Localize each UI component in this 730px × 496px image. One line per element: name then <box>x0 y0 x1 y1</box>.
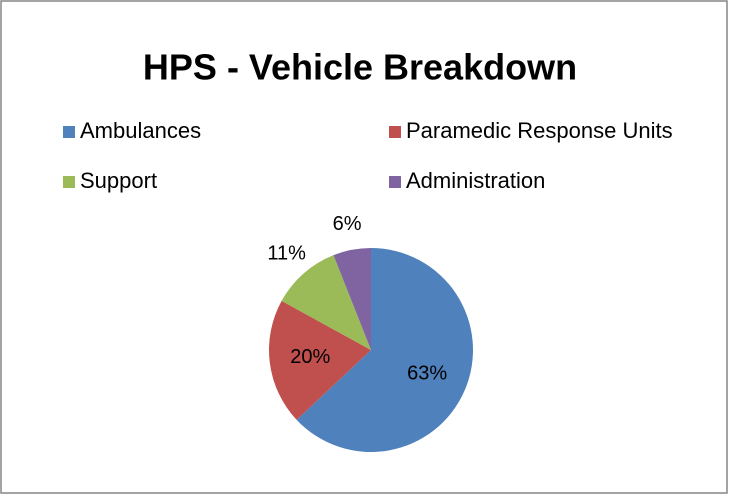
data-label: 63% <box>407 363 447 385</box>
pie-slice <box>269 300 371 420</box>
pie-slice <box>281 255 371 350</box>
legend-label: Administration <box>406 168 545 193</box>
data-label: 11% <box>267 243 306 265</box>
pie-slice <box>333 248 371 350</box>
pie-slice <box>296 248 473 452</box>
legend-label: Paramedic Response Units <box>406 118 673 143</box>
legend-swatch <box>389 126 401 138</box>
data-label: 20% <box>290 346 330 368</box>
legend-swatch <box>63 176 75 188</box>
chart-title: HPS - Vehicle Breakdown <box>143 47 577 88</box>
legend-label: Ambulances <box>80 118 201 143</box>
legend-label: Support <box>80 168 157 193</box>
legend-swatch <box>63 126 75 138</box>
data-label: 6% <box>333 213 362 235</box>
legend-swatch <box>389 176 401 188</box>
